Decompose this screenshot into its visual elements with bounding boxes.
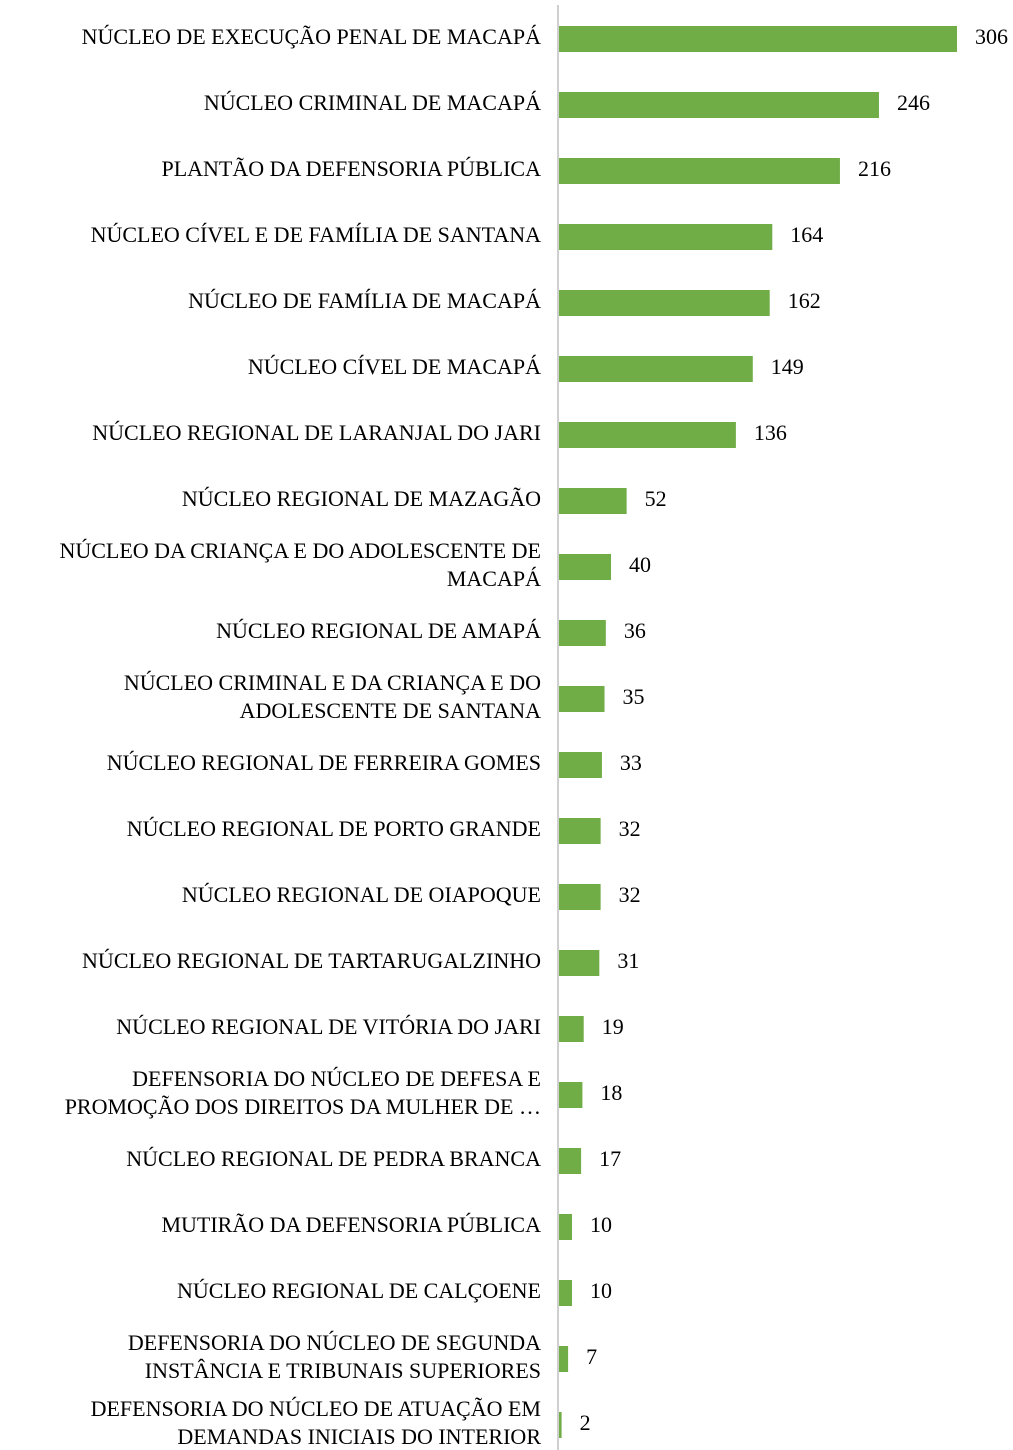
value-label: 19 <box>602 1014 624 1039</box>
category-label: NÚCLEO DA CRIANÇA E DO ADOLESCENTE DE MAC… <box>59 538 541 591</box>
value-label: 149 <box>771 354 804 379</box>
category-label: NÚCLEO REGIONAL DE PORTO GRANDE <box>127 816 541 841</box>
bar <box>559 422 736 448</box>
value-label: 35 <box>623 684 645 709</box>
bar <box>559 158 840 184</box>
category-label: DEFENSORIA DO NÚCLEO DE DEFESA E PROMOÇÃO… <box>65 1066 541 1119</box>
category-label: NÚCLEO REGIONAL DE VITÓRIA DO JARI <box>116 1014 541 1039</box>
bar <box>559 950 600 976</box>
value-label: 18 <box>600 1080 622 1105</box>
bar <box>559 752 602 778</box>
bar <box>559 686 605 712</box>
value-label: 33 <box>620 750 642 775</box>
bar <box>559 1016 584 1042</box>
category-label: NÚCLEO CRIMINAL DE MACAPÁ <box>204 90 541 115</box>
category-label: DEFENSORIA DO NÚCLEO DE ATUAÇÃO EM DEMAND… <box>91 1396 542 1449</box>
value-label: 32 <box>619 882 641 907</box>
bar <box>559 356 753 382</box>
bar <box>559 26 957 52</box>
category-label: NÚCLEO REGIONAL DE TARTARUGALZINHO <box>82 948 541 973</box>
bar <box>559 290 770 316</box>
category-label: NÚCLEO REGIONAL DE FERREIRA GOMES <box>107 750 541 775</box>
value-label: 31 <box>617 948 639 973</box>
category-label: NÚCLEO CRIMINAL E DA CRIANÇA E DO ADOLESC… <box>124 670 541 723</box>
category-label: NÚCLEO REGIONAL DE PEDRA BRANCA <box>126 1146 541 1171</box>
bar <box>559 1214 573 1240</box>
category-label: PLANTÃO DA DEFENSORIA PÚBLICA <box>161 156 541 181</box>
category-label: NÚCLEO REGIONAL DE MAZAGÃO <box>182 486 541 511</box>
value-label: 40 <box>629 552 651 577</box>
bar <box>559 620 606 646</box>
value-label: 246 <box>897 90 930 115</box>
bar <box>559 1412 562 1438</box>
value-label: 32 <box>619 816 641 841</box>
category-label: NÚCLEO REGIONAL DE OIAPOQUE <box>182 882 541 907</box>
value-label: 216 <box>858 156 891 181</box>
bar <box>559 1082 583 1108</box>
value-label: 306 <box>975 24 1008 49</box>
value-label: 36 <box>624 618 646 643</box>
category-label: NÚCLEO CÍVEL E DE FAMÍLIA DE SANTANA <box>91 222 542 247</box>
category-label: NÚCLEO REGIONAL DE CALÇOENE <box>177 1278 541 1303</box>
category-label: NÚCLEO CÍVEL DE MACAPÁ <box>248 354 541 379</box>
category-label: DEFENSORIA DO NÚCLEO DE SEGUNDA INSTÂNCIA… <box>128 1330 541 1383</box>
value-label: 7 <box>586 1344 597 1369</box>
bar <box>559 92 879 118</box>
value-label: 10 <box>590 1212 612 1237</box>
value-label: 52 <box>645 486 667 511</box>
value-label: 10 <box>590 1278 612 1303</box>
bar <box>559 488 627 514</box>
value-label: 2 <box>580 1410 591 1435</box>
bar <box>559 1346 569 1372</box>
value-label: 136 <box>754 420 787 445</box>
bar <box>559 554 612 580</box>
value-label: 17 <box>599 1146 621 1171</box>
bar <box>559 224 773 250</box>
category-label: NÚCLEO DE EXECUÇÃO PENAL DE MACAPÁ <box>82 24 541 49</box>
bar <box>559 818 601 844</box>
category-label: MUTIRÃO DA DEFENSORIA PÚBLICA <box>161 1212 541 1237</box>
category-label: NÚCLEO REGIONAL DE AMAPÁ <box>216 618 541 643</box>
value-label: 162 <box>788 288 821 313</box>
bar <box>559 884 601 910</box>
bar <box>559 1280 573 1306</box>
value-label: 164 <box>790 222 823 247</box>
category-label: NÚCLEO REGIONAL DE LARANJAL DO JARI <box>92 420 541 445</box>
category-label: NÚCLEO DE FAMÍLIA DE MACAPÁ <box>188 288 541 313</box>
bar <box>559 1148 582 1174</box>
